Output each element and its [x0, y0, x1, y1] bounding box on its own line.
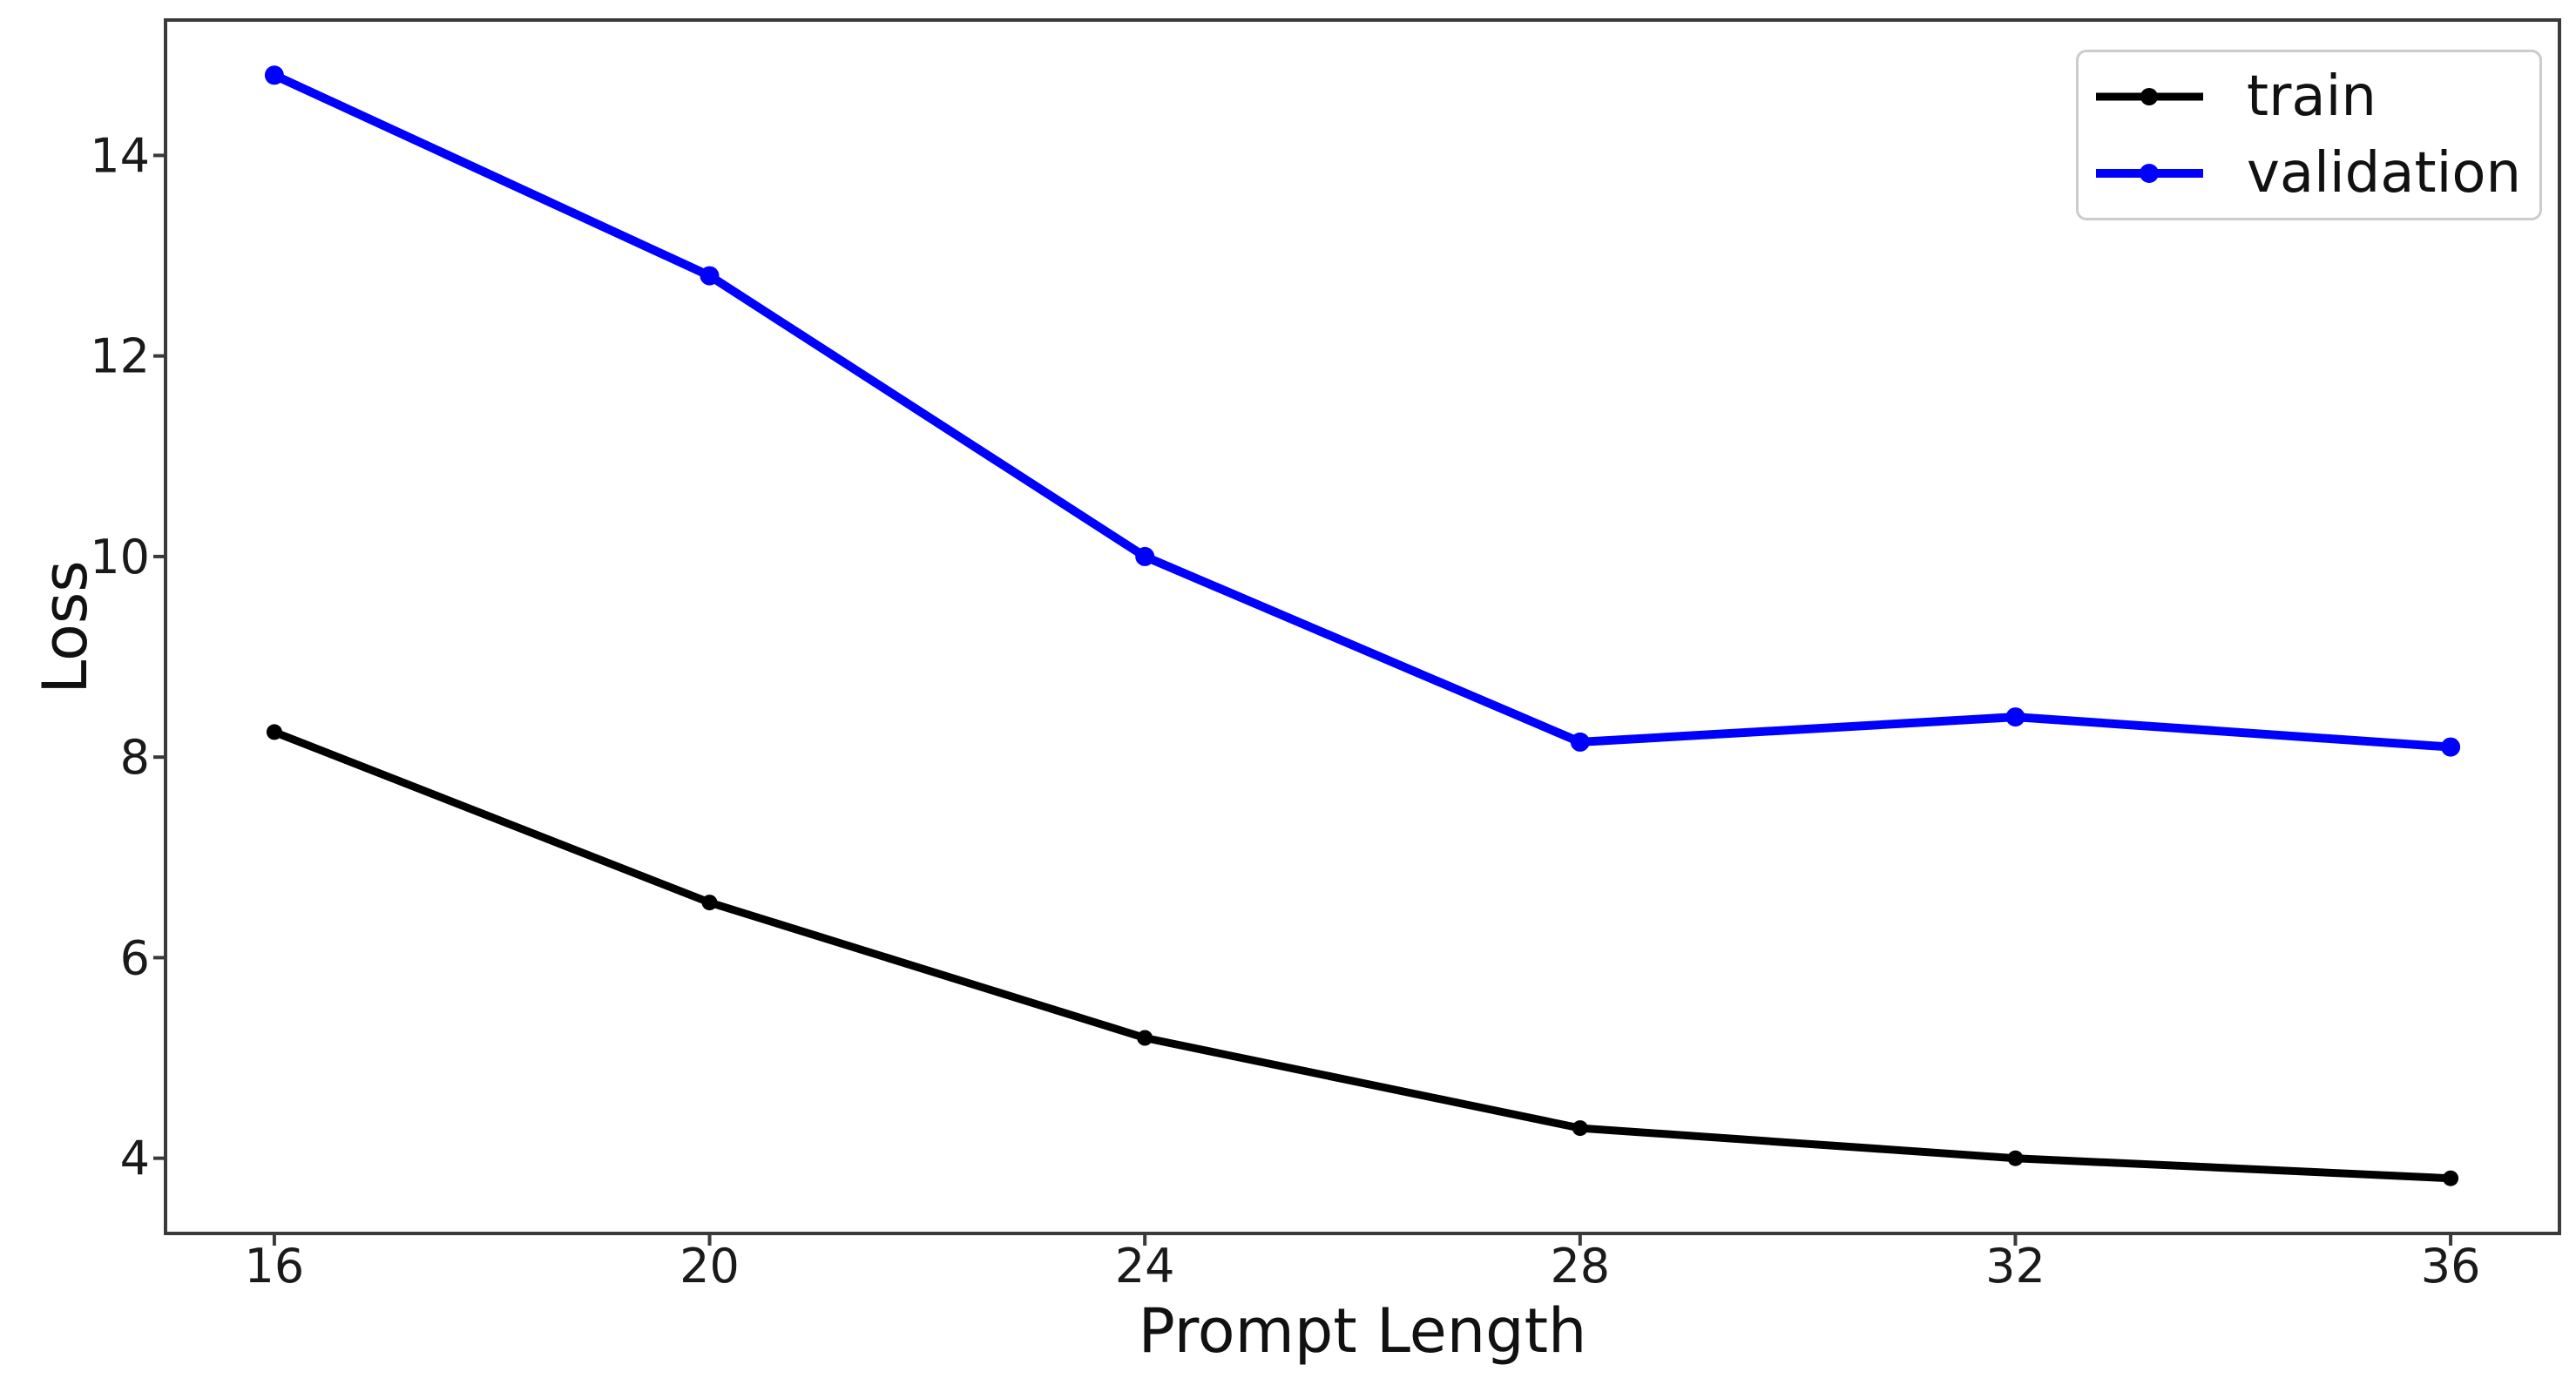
x-tick-label: 20 — [679, 1239, 740, 1294]
validation-marker — [700, 266, 720, 286]
legend-label-validation: validation — [2247, 141, 2522, 206]
legend-item-train: train — [2093, 62, 2539, 132]
x-tick-label: 28 — [1550, 1239, 1610, 1294]
y-tick-label: 14 — [90, 128, 150, 183]
y-tick-label: 6 — [120, 930, 150, 985]
validation-marker — [264, 65, 284, 85]
legend-label-train: train — [2247, 64, 2377, 129]
validation-marker — [2005, 707, 2025, 727]
x-axis-label: Prompt Length — [1138, 1295, 1587, 1367]
legend: train validation — [2076, 50, 2542, 220]
train-marker — [1572, 1120, 1588, 1137]
x-tick-label: 24 — [1115, 1239, 1175, 1294]
y-tick-label: 12 — [90, 329, 150, 384]
y-tick-label: 8 — [120, 730, 150, 785]
train-marker — [1137, 1030, 1153, 1046]
x-tick-label: 36 — [2421, 1239, 2481, 1294]
y-axis-label: Loss — [30, 560, 101, 694]
validation-marker — [2441, 737, 2461, 757]
y-tick-label: 4 — [120, 1132, 150, 1186]
legend-item-validation: validation — [2093, 138, 2539, 208]
train-marker — [701, 895, 718, 911]
y-tick-label: 10 — [90, 530, 150, 584]
validation-line-icon — [2096, 164, 2203, 183]
train-line — [270, 727, 2455, 1183]
plot-border — [164, 18, 2561, 1235]
train-marker — [2007, 1150, 2024, 1166]
x-tick-label: 16 — [245, 1239, 305, 1294]
train-marker — [266, 724, 282, 740]
validation-marker — [1570, 732, 1590, 752]
validation-line — [269, 71, 2456, 752]
x-tick-label: 32 — [1985, 1239, 2045, 1294]
validation-marker — [1135, 546, 1155, 566]
train-line-icon — [2096, 88, 2203, 105]
train-marker — [2443, 1170, 2459, 1186]
